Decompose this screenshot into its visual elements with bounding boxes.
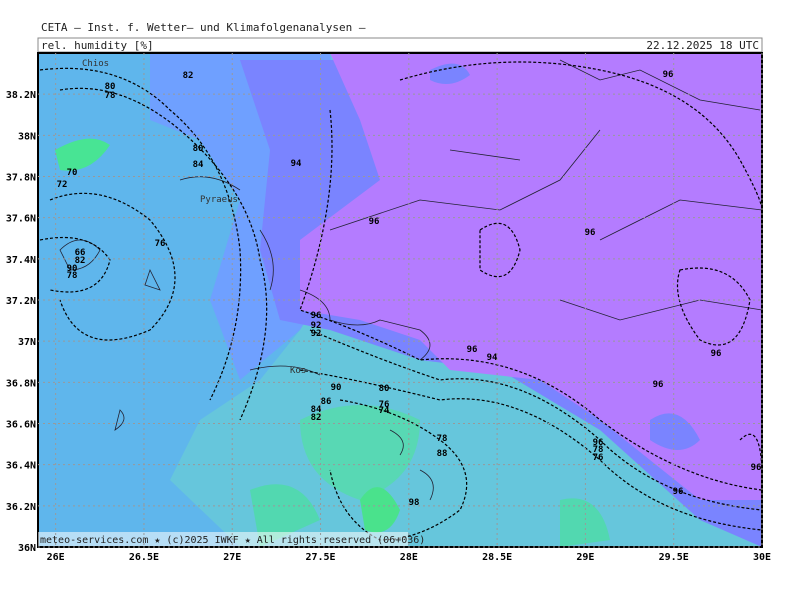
contour-label: 76 xyxy=(593,453,604,463)
footer-box xyxy=(38,532,408,546)
contour-label: 88 xyxy=(437,449,448,459)
lat-tick-label: 37N xyxy=(18,337,36,348)
lon-tick-label: 29E xyxy=(576,552,594,563)
lon-tick-label: 29.5E xyxy=(659,552,689,563)
contour-label: 76 xyxy=(155,239,166,249)
contour-label: 92 xyxy=(311,329,322,339)
contour-label: 96 xyxy=(673,487,684,497)
lat-tick-label: 36.8N xyxy=(6,378,36,389)
lat-tick-label: 37.8N xyxy=(6,173,36,184)
lon-tick-label: 26E xyxy=(47,552,65,563)
contour-label: 66 xyxy=(75,248,86,258)
contour-label: 78 xyxy=(437,434,448,444)
lon-tick-label: 27E xyxy=(223,552,241,563)
contour-label: 90 xyxy=(67,264,78,274)
contour-label: 96 xyxy=(585,228,596,238)
contour-label: 94 xyxy=(487,353,498,363)
contour-label: 96 xyxy=(593,438,604,448)
contour-label: 80 xyxy=(193,144,204,154)
contour-label: 78 xyxy=(105,91,116,101)
lat-tick-label: 36.4N xyxy=(6,461,36,472)
lat-tick-label: 37.2N xyxy=(6,296,36,307)
contour-label: 84 xyxy=(311,405,322,415)
place-label: Kos xyxy=(290,366,306,376)
contour-label: 74 xyxy=(379,406,390,416)
contour-label: 96 xyxy=(369,217,380,227)
contour-label: 94 xyxy=(291,159,302,169)
contour-label: 72 xyxy=(57,180,68,190)
contour-label: 98 xyxy=(409,498,420,508)
lon-tick-label: 28.5E xyxy=(482,552,512,563)
valid-time: 22.12.2025 18 UTC xyxy=(646,39,759,52)
lat-tick-label: 38N xyxy=(18,131,36,142)
place-label: Chios xyxy=(82,59,109,69)
lon-tick-label: 26.5E xyxy=(129,552,159,563)
contour-label: 82 xyxy=(311,413,322,423)
contour-label: 78 xyxy=(67,271,78,281)
contour-label: 84 xyxy=(193,160,204,170)
contour-label: 96 xyxy=(311,311,322,321)
contour-label: 80 xyxy=(379,384,390,394)
lat-tick-label: 36.6N xyxy=(6,420,36,431)
contour-label: 96 xyxy=(751,463,762,473)
contour-label: 86 xyxy=(321,397,332,407)
contour-label: 78 xyxy=(593,445,604,455)
place-label: Pyraeus xyxy=(200,195,238,205)
contour-label: 96 xyxy=(653,380,664,390)
contour-label: 82 xyxy=(75,256,86,266)
contour-label: 96 xyxy=(663,70,674,80)
contour-label: 92 xyxy=(311,321,322,331)
contour-label: 90 xyxy=(331,383,342,393)
contour-label: 70 xyxy=(67,168,78,178)
header-title: CETA — Inst. f. Wetter— und Klimafolgena… xyxy=(41,21,366,34)
parameter: rel. humidity [%] xyxy=(41,39,154,52)
contour-label: 82 xyxy=(183,71,194,81)
lon-tick-label: 28E xyxy=(400,552,418,563)
lat-tick-label: 36.2N xyxy=(6,502,36,513)
footer: meteo-services.com ★ (c)2025 IWKF ★ All … xyxy=(40,535,425,546)
lat-tick-label: 36N xyxy=(18,543,36,554)
contour-label: 80 xyxy=(105,82,116,92)
lon-tick-label: 27.5E xyxy=(305,552,335,563)
contour-label: 96 xyxy=(711,349,722,359)
lon-tick-label: 30E xyxy=(753,552,771,563)
contour-label: 96 xyxy=(467,345,478,355)
lat-tick-label: 37.6N xyxy=(6,214,36,225)
lat-tick-label: 37.4N xyxy=(6,255,36,266)
contour-label: 76 xyxy=(379,400,390,410)
lat-tick-label: 38.2N xyxy=(6,90,36,101)
